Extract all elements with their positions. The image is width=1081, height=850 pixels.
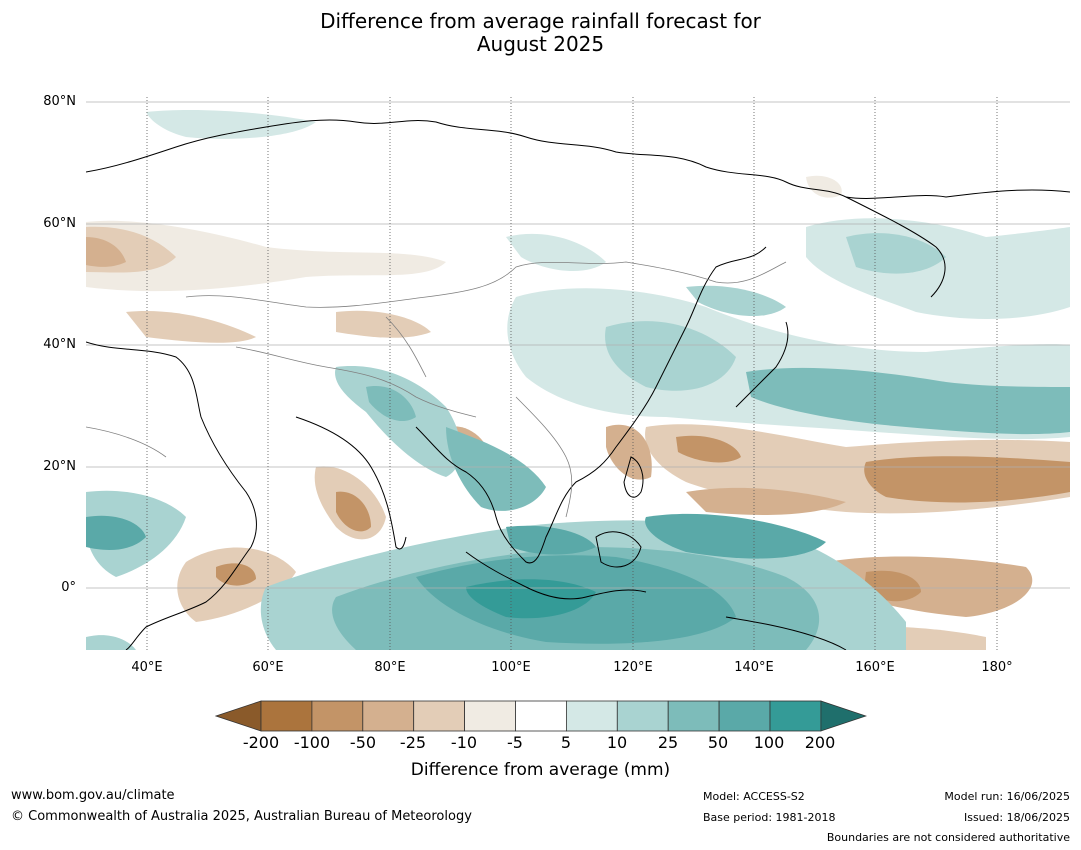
rainfall-map — [86, 97, 1070, 650]
colorbar-tick: 25 — [657, 733, 679, 752]
colorbar-tick: -10 — [450, 733, 478, 752]
colorbar-cells — [215, 700, 867, 732]
meridians — [146, 97, 998, 650]
dry-anomaly-layer — [86, 175, 1070, 650]
lat-label-40n: 40°N — [43, 337, 76, 352]
lat-label-60n: 60°N — [43, 216, 76, 231]
country-borders — [86, 261, 787, 518]
lon-label-120e: 120°E — [613, 660, 653, 675]
lon-label-180: 180° — [981, 660, 1013, 675]
colorbar-cell — [769, 700, 822, 732]
coastlines — [86, 119, 1070, 650]
colorbar-cell — [515, 700, 567, 732]
colorbar-extend-high — [820, 700, 867, 732]
colorbar-cell — [464, 700, 516, 732]
colorbar-cell — [260, 700, 313, 732]
colorbar-tick: 10 — [606, 733, 628, 752]
colorbar-tick: 200 — [804, 733, 836, 752]
footer-url: www.bom.gov.au/climate — [11, 788, 175, 803]
title-line-2: August 2025 — [476, 32, 605, 56]
colorbar-cell — [565, 700, 618, 732]
colorbar-tick: 100 — [753, 733, 785, 752]
lat-label-20n: 20°N — [43, 459, 76, 474]
lat-label-80n: 80°N — [43, 94, 76, 109]
colorbar-cell — [718, 700, 771, 732]
colorbar-extend-low — [215, 700, 262, 732]
colorbar-tick: -50 — [349, 733, 377, 752]
colorbar-tick: 50 — [707, 733, 729, 752]
map-svg — [86, 97, 1070, 650]
colorbar-tick: -100 — [293, 733, 331, 752]
lat-label-0: 0° — [61, 580, 76, 595]
colorbar-cell — [311, 700, 364, 732]
colorbar-tick: 5 — [560, 733, 572, 752]
lon-label-40e: 40°E — [131, 660, 163, 675]
lon-label-100e: 100°E — [491, 660, 531, 675]
colorbar-cell — [413, 700, 465, 732]
lon-label-80e: 80°E — [374, 660, 406, 675]
lon-label-60e: 60°E — [252, 660, 284, 675]
footer-model: Model: ACCESS-S2 — [703, 790, 805, 803]
map-title: Difference from average rainfall forecas… — [0, 10, 1081, 56]
footer-copyright: © Commonwealth of Australia 2025, Austra… — [11, 809, 472, 824]
colorbar-cell — [362, 700, 415, 732]
colorbar-cell — [667, 700, 720, 732]
footer-issued: Issued: 18/06/2025 — [963, 811, 1070, 824]
colorbar-tick: -25 — [399, 733, 427, 752]
title-line-1: Difference from average rainfall forecas… — [320, 9, 761, 33]
colorbar-tick: -200 — [242, 733, 280, 752]
footer-base-period: Base period: 1981-2018 — [703, 811, 836, 824]
lon-label-140e: 140°E — [734, 660, 774, 675]
footer-model-run: Model run: 16/06/2025 — [944, 790, 1070, 803]
lon-label-160e: 160°E — [855, 660, 895, 675]
colorbar-tick: -5 — [507, 733, 523, 752]
colorbar — [215, 700, 867, 732]
colorbar-title: Difference from average (mm) — [410, 760, 671, 780]
footer-disclaimer: Boundaries are not considered authoritat… — [826, 831, 1070, 844]
colorbar-cell — [616, 700, 669, 732]
gridlines — [86, 101, 1070, 589]
